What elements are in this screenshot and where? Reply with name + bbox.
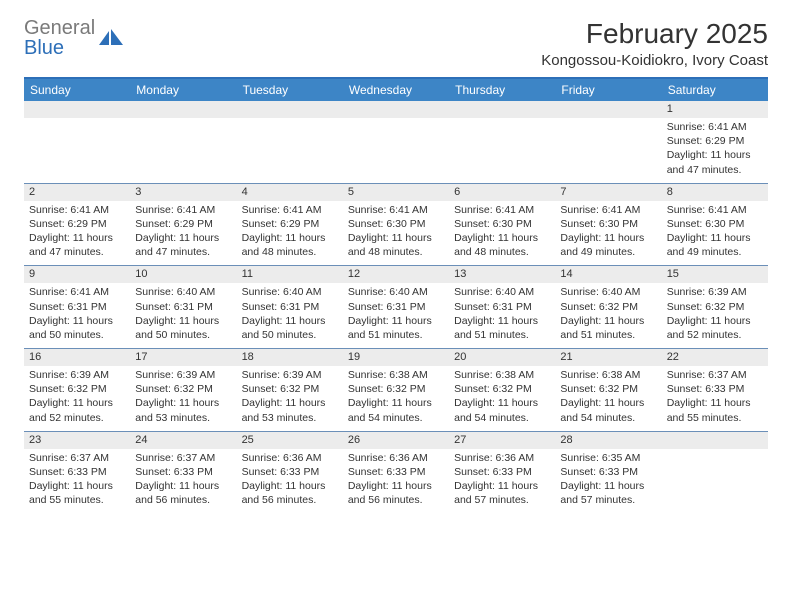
weekday-header: Friday — [555, 79, 661, 101]
day-number: 24 — [130, 432, 236, 449]
day-number: 26 — [343, 432, 449, 449]
day-detail: Sunrise: 6:37 AM Sunset: 6:33 PM Dayligh… — [130, 449, 236, 514]
daynum-row: 1 — [24, 101, 768, 118]
day-detail: Sunrise: 6:38 AM Sunset: 6:32 PM Dayligh… — [555, 366, 661, 431]
day-detail: Sunrise: 6:39 AM Sunset: 6:32 PM Dayligh… — [130, 366, 236, 431]
weekday-header: Tuesday — [237, 79, 343, 101]
day-detail — [662, 449, 768, 514]
day-number: 4 — [237, 184, 343, 201]
day-detail: Sunrise: 6:38 AM Sunset: 6:32 PM Dayligh… — [449, 366, 555, 431]
day-number: 14 — [555, 266, 661, 283]
calendar-grid: SundayMondayTuesdayWednesdayThursdayFrid… — [24, 77, 768, 513]
logo-text: General Blue — [24, 18, 95, 58]
day-detail — [555, 118, 661, 183]
day-number — [130, 101, 236, 118]
day-detail — [24, 118, 130, 183]
weekday-header: Sunday — [24, 79, 130, 101]
day-number: 8 — [662, 184, 768, 201]
day-number — [237, 101, 343, 118]
day-detail: Sunrise: 6:39 AM Sunset: 6:32 PM Dayligh… — [662, 283, 768, 348]
detail-row: Sunrise: 6:41 AM Sunset: 6:31 PM Dayligh… — [24, 283, 768, 348]
day-detail: Sunrise: 6:39 AM Sunset: 6:32 PM Dayligh… — [237, 366, 343, 431]
day-number: 1 — [662, 101, 768, 118]
day-detail: Sunrise: 6:41 AM Sunset: 6:31 PM Dayligh… — [24, 283, 130, 348]
day-number: 7 — [555, 184, 661, 201]
daynum-row: 16171819202122 — [24, 349, 768, 366]
day-detail: Sunrise: 6:40 AM Sunset: 6:31 PM Dayligh… — [343, 283, 449, 348]
day-number: 22 — [662, 349, 768, 366]
day-number — [662, 432, 768, 449]
day-detail: Sunrise: 6:40 AM Sunset: 6:32 PM Dayligh… — [555, 283, 661, 348]
day-detail — [343, 118, 449, 183]
title-block: February 2025 Kongossou-Koidiokro, Ivory… — [541, 18, 768, 69]
day-number: 17 — [130, 349, 236, 366]
detail-row: Sunrise: 6:41 AM Sunset: 6:29 PM Dayligh… — [24, 201, 768, 266]
day-number: 27 — [449, 432, 555, 449]
page-header: General Blue February 2025 Kongossou-Koi… — [24, 18, 768, 69]
day-number: 3 — [130, 184, 236, 201]
day-number: 13 — [449, 266, 555, 283]
day-detail: Sunrise: 6:36 AM Sunset: 6:33 PM Dayligh… — [237, 449, 343, 514]
day-detail: Sunrise: 6:35 AM Sunset: 6:33 PM Dayligh… — [555, 449, 661, 514]
day-number: 10 — [130, 266, 236, 283]
day-number: 23 — [24, 432, 130, 449]
weekday-header: Monday — [130, 79, 236, 101]
weekday-header: Thursday — [449, 79, 555, 101]
daynum-row: 9101112131415 — [24, 266, 768, 283]
day-detail — [130, 118, 236, 183]
day-detail: Sunrise: 6:41 AM Sunset: 6:29 PM Dayligh… — [130, 201, 236, 266]
detail-row: Sunrise: 6:37 AM Sunset: 6:33 PM Dayligh… — [24, 449, 768, 514]
day-number — [555, 101, 661, 118]
day-detail: Sunrise: 6:41 AM Sunset: 6:30 PM Dayligh… — [662, 201, 768, 266]
day-detail: Sunrise: 6:40 AM Sunset: 6:31 PM Dayligh… — [449, 283, 555, 348]
brand-logo: General Blue — [24, 18, 125, 58]
day-detail: Sunrise: 6:37 AM Sunset: 6:33 PM Dayligh… — [24, 449, 130, 514]
location-label: Kongossou-Koidiokro, Ivory Coast — [541, 52, 768, 69]
day-number: 28 — [555, 432, 661, 449]
day-number — [24, 101, 130, 118]
day-number: 6 — [449, 184, 555, 201]
day-number: 11 — [237, 266, 343, 283]
day-number — [449, 101, 555, 118]
day-detail: Sunrise: 6:41 AM Sunset: 6:29 PM Dayligh… — [24, 201, 130, 266]
day-detail: Sunrise: 6:36 AM Sunset: 6:33 PM Dayligh… — [343, 449, 449, 514]
day-detail: Sunrise: 6:41 AM Sunset: 6:29 PM Dayligh… — [237, 201, 343, 266]
day-detail: Sunrise: 6:40 AM Sunset: 6:31 PM Dayligh… — [130, 283, 236, 348]
logo-word-blue: Blue — [24, 37, 64, 59]
day-detail: Sunrise: 6:37 AM Sunset: 6:33 PM Dayligh… — [662, 366, 768, 431]
weekday-header: Wednesday — [343, 79, 449, 101]
day-detail: Sunrise: 6:40 AM Sunset: 6:31 PM Dayligh… — [237, 283, 343, 348]
day-number: 16 — [24, 349, 130, 366]
day-number: 15 — [662, 266, 768, 283]
day-number — [343, 101, 449, 118]
day-detail: Sunrise: 6:41 AM Sunset: 6:30 PM Dayligh… — [449, 201, 555, 266]
day-number: 20 — [449, 349, 555, 366]
day-number: 2 — [24, 184, 130, 201]
day-detail — [449, 118, 555, 183]
day-number: 18 — [237, 349, 343, 366]
day-number: 5 — [343, 184, 449, 201]
day-detail: Sunrise: 6:41 AM Sunset: 6:30 PM Dayligh… — [555, 201, 661, 266]
calendar-page: General Blue February 2025 Kongossou-Koi… — [0, 0, 792, 531]
day-number: 21 — [555, 349, 661, 366]
day-detail: Sunrise: 6:39 AM Sunset: 6:32 PM Dayligh… — [24, 366, 130, 431]
weekday-header-row: SundayMondayTuesdayWednesdayThursdayFrid… — [24, 79, 768, 101]
month-title: February 2025 — [541, 18, 768, 50]
day-detail: Sunrise: 6:41 AM Sunset: 6:29 PM Dayligh… — [662, 118, 768, 183]
day-detail: Sunrise: 6:38 AM Sunset: 6:32 PM Dayligh… — [343, 366, 449, 431]
day-number: 12 — [343, 266, 449, 283]
daynum-row: 2345678 — [24, 184, 768, 201]
daynum-row: 232425262728 — [24, 432, 768, 449]
day-number: 9 — [24, 266, 130, 283]
detail-row: Sunrise: 6:41 AM Sunset: 6:29 PM Dayligh… — [24, 118, 768, 183]
weekday-header: Saturday — [662, 79, 768, 101]
day-detail: Sunrise: 6:41 AM Sunset: 6:30 PM Dayligh… — [343, 201, 449, 266]
detail-row: Sunrise: 6:39 AM Sunset: 6:32 PM Dayligh… — [24, 366, 768, 431]
day-number: 19 — [343, 349, 449, 366]
day-detail — [237, 118, 343, 183]
day-detail: Sunrise: 6:36 AM Sunset: 6:33 PM Dayligh… — [449, 449, 555, 514]
logo-word-general: General — [24, 17, 95, 39]
sail-icon — [99, 29, 125, 47]
day-number: 25 — [237, 432, 343, 449]
